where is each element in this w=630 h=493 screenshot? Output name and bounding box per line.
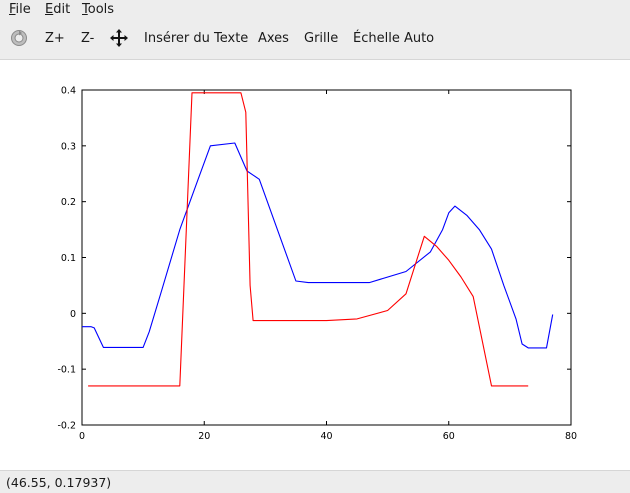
axes-frame	[81, 89, 572, 426]
axes-button[interactable]: Axes	[258, 31, 289, 46]
y-tick-label: -0.1	[57, 365, 76, 376]
menu-bar: File Edit Tools	[0, 0, 630, 20]
x-tick-label: 40	[320, 431, 332, 442]
y-tick-label: 0.2	[61, 197, 76, 208]
grid-button[interactable]: Grille	[304, 31, 339, 46]
series-line-0	[82, 142, 554, 349]
zoom-in-button[interactable]: Z+	[45, 31, 65, 46]
status-bar: (46.55, 0.17937)	[0, 470, 630, 493]
data-series	[82, 92, 554, 387]
rotate-icon[interactable]	[9, 28, 29, 48]
plot-canvas[interactable]: 0 20 40 60 80 -0.2 -0.1 0 0.1 0.2 0.3 0.4	[0, 60, 630, 470]
pan-move-icon[interactable]	[109, 28, 129, 48]
y-tick-label: 0.4	[61, 86, 76, 97]
axis-ticks: 0 20 40 60 80 -0.2 -0.1 0 0.1 0.2 0.3 0.4	[57, 86, 577, 443]
autoscale-button[interactable]: Échelle Auto	[353, 31, 435, 46]
y-tick-label: 0.3	[61, 141, 76, 152]
toolbar: Z+ Z- Insérer du Texte Axes Grille Échel…	[0, 20, 630, 60]
menu-tools[interactable]: Tools	[82, 2, 115, 17]
zoom-out-button[interactable]: Z-	[81, 31, 95, 46]
cursor-coordinates: (46.55, 0.17937)	[6, 475, 112, 490]
menu-edit[interactable]: Edit	[45, 2, 71, 17]
insert-text-button[interactable]: Insérer du Texte	[144, 31, 249, 46]
x-tick-label: 80	[565, 431, 577, 442]
y-tick-label: 0.1	[61, 253, 76, 264]
x-tick-label: 0	[79, 431, 85, 442]
menu-file[interactable]: File	[9, 2, 31, 17]
x-tick-label: 60	[443, 431, 455, 442]
series-line-1	[88, 92, 529, 387]
x-tick-label: 20	[198, 431, 210, 442]
line-chart[interactable]: 0 20 40 60 80 -0.2 -0.1 0 0.1 0.2 0.3 0.4	[0, 60, 630, 470]
y-tick-label: 0	[70, 309, 76, 320]
y-tick-label: -0.2	[57, 421, 76, 432]
